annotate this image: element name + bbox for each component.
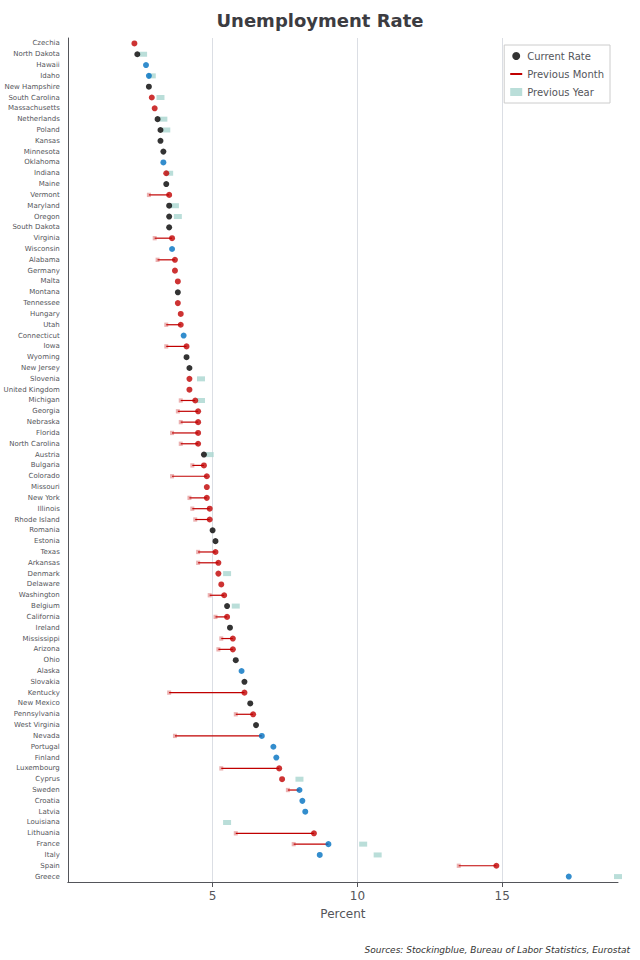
svg-text:Indiana: Indiana bbox=[34, 169, 60, 177]
svg-text:Hungary: Hungary bbox=[30, 310, 60, 318]
svg-text:South Dakota: South Dakota bbox=[12, 223, 59, 231]
svg-text:Hawaii: Hawaii bbox=[36, 61, 60, 69]
svg-text:Slovakia: Slovakia bbox=[30, 678, 59, 686]
svg-text:Kentucky: Kentucky bbox=[28, 689, 60, 697]
svg-text:New Mexico: New Mexico bbox=[18, 699, 60, 707]
svg-text:Delaware: Delaware bbox=[27, 580, 60, 588]
svg-text:North Dakota: North Dakota bbox=[13, 50, 60, 58]
svg-text:Denmark: Denmark bbox=[28, 570, 61, 578]
svg-text:Maine: Maine bbox=[39, 180, 60, 188]
svg-text:Current Rate: Current Rate bbox=[527, 51, 591, 62]
svg-text:Wyoming: Wyoming bbox=[27, 353, 60, 361]
svg-text:France: France bbox=[37, 840, 60, 848]
svg-text:Washington: Washington bbox=[19, 591, 60, 599]
svg-text:Belgium: Belgium bbox=[31, 602, 60, 610]
svg-text:Florida: Florida bbox=[36, 429, 60, 437]
svg-text:Italy: Italy bbox=[45, 851, 60, 859]
svg-text:Netherlands: Netherlands bbox=[17, 115, 60, 123]
svg-text:Louisiana: Louisiana bbox=[27, 818, 60, 826]
svg-text:South Carolina: South Carolina bbox=[8, 94, 59, 102]
svg-text:Oklahoma: Oklahoma bbox=[24, 158, 60, 166]
svg-text:Alabama: Alabama bbox=[29, 256, 60, 264]
svg-text:Illinois: Illinois bbox=[38, 505, 61, 513]
svg-text:West Virginia: West Virginia bbox=[14, 721, 60, 729]
svg-text:Percent: Percent bbox=[320, 907, 365, 921]
svg-text:Germany: Germany bbox=[28, 267, 60, 275]
svg-text:Nebraska: Nebraska bbox=[27, 418, 60, 426]
svg-text:Missouri: Missouri bbox=[31, 483, 60, 491]
svg-text:Minnesota: Minnesota bbox=[24, 148, 60, 156]
svg-text:Bulgaria: Bulgaria bbox=[31, 461, 60, 469]
svg-text:Ireland: Ireland bbox=[36, 624, 60, 632]
svg-text:Finland: Finland bbox=[35, 754, 60, 762]
svg-text:Idaho: Idaho bbox=[40, 72, 60, 80]
svg-text:Nevada: Nevada bbox=[33, 732, 60, 740]
svg-text:Virginia: Virginia bbox=[33, 234, 59, 242]
svg-text:Latvia: Latvia bbox=[38, 808, 59, 816]
svg-text:Previous Year: Previous Year bbox=[527, 87, 595, 98]
svg-text:Georgia: Georgia bbox=[32, 407, 59, 415]
svg-text:Malta: Malta bbox=[40, 277, 59, 285]
svg-text:Connecticut: Connecticut bbox=[18, 332, 60, 340]
svg-text:10: 10 bbox=[350, 889, 365, 903]
svg-text:Massachusetts: Massachusetts bbox=[8, 104, 60, 112]
svg-text:5: 5 bbox=[209, 889, 217, 903]
svg-text:Sweden: Sweden bbox=[32, 786, 60, 794]
svg-text:United Kingdom: United Kingdom bbox=[4, 386, 60, 394]
svg-text:Spain: Spain bbox=[40, 862, 60, 870]
svg-text:Ohio: Ohio bbox=[44, 656, 60, 664]
svg-text:Utah: Utah bbox=[43, 321, 60, 329]
svg-text:Wisconsin: Wisconsin bbox=[25, 245, 60, 253]
svg-text:Arkansas: Arkansas bbox=[28, 559, 60, 567]
svg-text:New Jersey: New Jersey bbox=[21, 364, 60, 372]
svg-text:Luxembourg: Luxembourg bbox=[16, 764, 60, 772]
svg-text:Lithuania: Lithuania bbox=[27, 829, 59, 837]
svg-text:Croatia: Croatia bbox=[35, 797, 60, 805]
svg-text:Rhode Island: Rhode Island bbox=[14, 516, 59, 524]
svg-text:New York: New York bbox=[28, 494, 61, 502]
svg-text:Iowa: Iowa bbox=[43, 342, 59, 350]
svg-text:Mississippi: Mississippi bbox=[23, 635, 60, 643]
svg-text:California: California bbox=[27, 613, 60, 621]
svg-text:Oregon: Oregon bbox=[34, 213, 60, 221]
svg-text:New Hampshire: New Hampshire bbox=[4, 83, 59, 91]
svg-text:Texas: Texas bbox=[39, 548, 60, 556]
svg-text:Previous Month: Previous Month bbox=[527, 69, 604, 80]
svg-text:Pennsylvania: Pennsylvania bbox=[14, 710, 60, 718]
svg-text:Czechia: Czechia bbox=[32, 39, 59, 47]
svg-text:Arizona: Arizona bbox=[34, 645, 60, 653]
svg-text:Vermont: Vermont bbox=[30, 191, 60, 199]
svg-text:Sources: Stockingblue, Bureau: Sources: Stockingblue, Bureau of Labor S… bbox=[365, 945, 631, 955]
svg-text:15: 15 bbox=[495, 889, 510, 903]
svg-text:Colorado: Colorado bbox=[29, 472, 60, 480]
svg-text:Cyprus: Cyprus bbox=[35, 775, 60, 783]
svg-text:Alaska: Alaska bbox=[37, 667, 60, 675]
svg-text:Tennessee: Tennessee bbox=[22, 299, 59, 307]
svg-text:Michigan: Michigan bbox=[28, 396, 59, 404]
svg-text:Portugal: Portugal bbox=[31, 743, 60, 751]
svg-text:Greece: Greece bbox=[35, 873, 60, 881]
svg-text:Poland: Poland bbox=[36, 126, 59, 134]
svg-text:Slovenia: Slovenia bbox=[30, 375, 60, 383]
svg-text:Kansas: Kansas bbox=[35, 137, 60, 145]
svg-text:Montana: Montana bbox=[29, 288, 60, 296]
svg-text:North Carolina: North Carolina bbox=[9, 440, 60, 448]
svg-text:Romania: Romania bbox=[29, 526, 60, 534]
svg-text:Estonia: Estonia bbox=[34, 537, 60, 545]
svg-text:Austria: Austria bbox=[35, 451, 60, 459]
svg-text:Unemployment Rate: Unemployment Rate bbox=[216, 10, 423, 31]
svg-text:Maryland: Maryland bbox=[27, 202, 59, 210]
